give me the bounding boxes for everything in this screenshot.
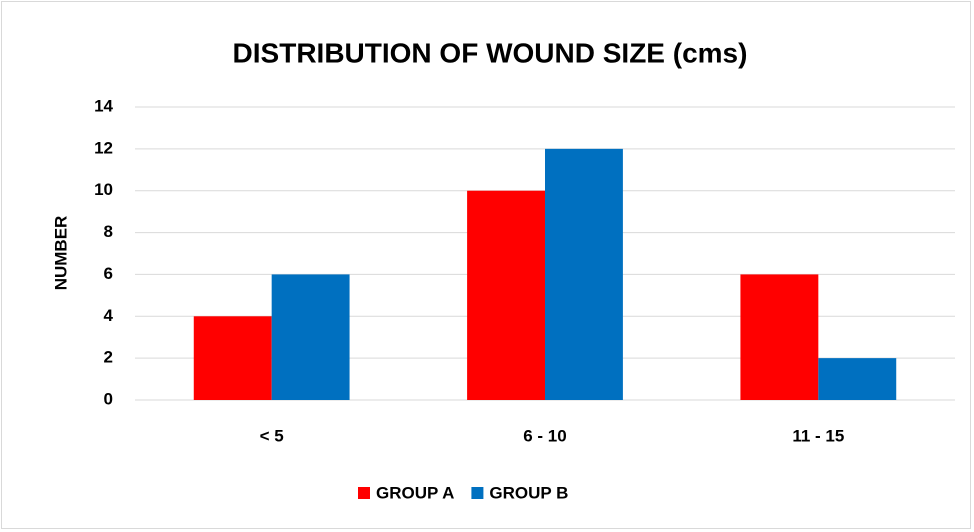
bar — [545, 148, 623, 400]
legend-label: GROUP A — [376, 483, 454, 502]
x-tick-label: < 5 — [260, 426, 284, 445]
bar — [193, 316, 272, 400]
legend-label: GROUP B — [489, 483, 568, 502]
y-tick-label: 14 — [94, 96, 113, 115]
y-tick-label: 2 — [104, 348, 113, 367]
bar — [467, 190, 545, 400]
legend-swatch — [471, 487, 484, 499]
bar — [271, 274, 350, 400]
x-tick-label: 6 - 10 — [523, 426, 566, 445]
y-tick-label: 0 — [104, 389, 113, 408]
y-axis-label: NUMBER — [51, 216, 70, 291]
bar — [818, 358, 897, 400]
y-tick-label: 8 — [104, 222, 113, 241]
x-tick-label: 11 - 15 — [792, 426, 844, 445]
bar — [740, 274, 819, 400]
y-tick-label: 12 — [94, 138, 113, 157]
chart-title: DISTRIBUTION OF WOUND SIZE (cms) — [233, 37, 748, 68]
y-tick-label: 4 — [104, 306, 114, 325]
legend-swatch — [358, 487, 370, 499]
y-tick-label: 6 — [104, 264, 113, 283]
y-tick-label: 10 — [94, 180, 113, 199]
